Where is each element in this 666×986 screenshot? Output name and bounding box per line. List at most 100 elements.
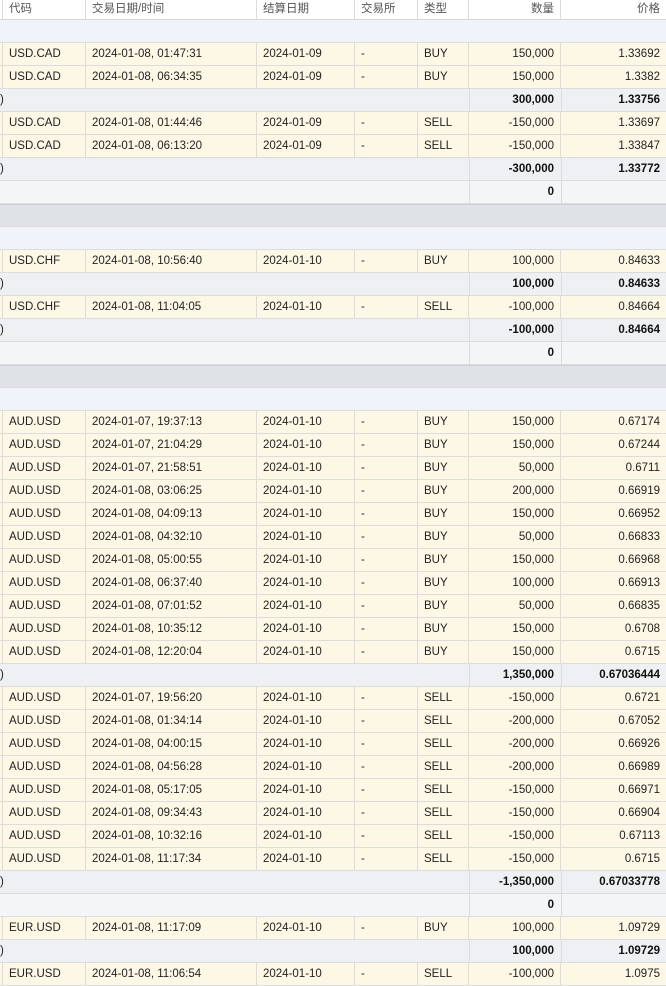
table-row[interactable]: AUD.USD 2024-01-08, 05:00:55 2024-01-10- BU… [0, 549, 666, 572]
symbol-cell[interactable]: AUD.USD [3, 733, 86, 755]
table-row[interactable]: USD.CAD 2024-01-08, 01:47:31 2024-01-09- BU… [0, 43, 666, 66]
subtotal-label: ) [0, 163, 4, 175]
price-cell: 1.0975 [624, 968, 660, 980]
symbol-cell[interactable]: AUD.USD [3, 848, 86, 870]
table-row[interactable]: USD.CAD 2024-01-08, 06:34:35 2024-01-09- BU… [0, 66, 666, 89]
table-row[interactable]: USD.CAD 2024-01-08, 06:13:20 2024-01-09- SE… [0, 135, 666, 158]
header-type[interactable]: 类型 [418, 0, 469, 19]
table-row[interactable]: USD.CAD 2024-01-08, 01:44:46 2024-01-09- SE… [0, 112, 666, 135]
symbol-cell[interactable]: AUD.USD [3, 480, 86, 502]
symbol-cell[interactable]: AUD.USD [3, 411, 86, 433]
header-settle-date[interactable]: 结算日期 [257, 0, 355, 19]
datetime-cell: 2024-01-08, 01:44:46 [86, 112, 257, 134]
subtotal-quantity: -100,000 [469, 319, 561, 341]
row-edge [0, 434, 3, 456]
header-symbol[interactable]: 代码 [3, 0, 86, 19]
table-row[interactable]: AUD.USD 2024-01-07, 19:37:13 2024-01-10- BU… [0, 411, 666, 434]
table-row[interactable]: AUD.USD 2024-01-08, 11:17:34 2024-01-10- SE… [0, 848, 666, 871]
table-row[interactable]: AUD.USD 2024-01-08, 03:06:25 2024-01-10- BU… [0, 480, 666, 503]
subtotal-quantity: 1,350,000 [469, 664, 561, 686]
symbol-cell[interactable]: AUD.USD [3, 503, 86, 525]
symbol-cell[interactable]: AUD.USD [3, 779, 86, 801]
price-cell: 0.84633 [618, 255, 660, 267]
header-price[interactable]: 价格 [637, 3, 660, 15]
type-cell: SELL [418, 687, 469, 709]
symbol-cell[interactable]: AUD.USD [3, 457, 86, 479]
group-header-row[interactable] [0, 227, 666, 250]
header-datetime[interactable]: 交易日期/时间 [86, 0, 257, 19]
table-row[interactable]: AUD.USD 2024-01-07, 21:58:51 2024-01-10- BU… [0, 457, 666, 480]
table-row[interactable]: AUD.USD 2024-01-08, 04:00:15 2024-01-10- SE… [0, 733, 666, 756]
table-row[interactable]: AUD.USD 2024-01-08, 04:56:28 2024-01-10- SE… [0, 756, 666, 779]
table-row[interactable]: AUD.USD 2024-01-08, 12:20:04 2024-01-10- BU… [0, 641, 666, 664]
table-row[interactable]: AUD.USD 2024-01-07, 19:56:20 2024-01-10- SE… [0, 687, 666, 710]
subtotal-quantity: 100,000 [469, 940, 561, 962]
settle-date-cell: 2024-01-10 [257, 963, 355, 985]
quantity-cell: -150,000 [469, 687, 561, 709]
symbol-cell[interactable]: AUD.USD [3, 641, 86, 663]
table-row[interactable]: AUD.USD 2024-01-08, 10:32:16 2024-01-10- SE… [0, 825, 666, 848]
symbol-cell[interactable]: AUD.USD [3, 710, 86, 732]
symbol-cell[interactable]: AUD.USD [3, 618, 86, 640]
symbol-cell[interactable]: USD.CHF [3, 250, 86, 272]
symbol-cell[interactable]: AUD.USD [3, 549, 86, 571]
table-row[interactable]: AUD.USD 2024-01-08, 04:32:10 2024-01-10- BU… [0, 526, 666, 549]
symbol-cell[interactable]: USD.CHF [3, 296, 86, 318]
exchange-cell: - [355, 434, 418, 456]
exchange-cell: - [355, 296, 418, 318]
subtotal-row: ) 100,000 0.84633 [0, 273, 666, 296]
type-cell: SELL [418, 733, 469, 755]
settle-date-cell: 2024-01-09 [257, 112, 355, 134]
quantity-cell: 50,000 [469, 457, 561, 479]
table-row[interactable]: AUD.USD 2024-01-08, 01:34:14 2024-01-10- SE… [0, 710, 666, 733]
price-cell: 0.66952 [618, 508, 660, 520]
table-header: 代码 交易日期/时间 结算日期 交易所 类型 数量 价格 [0, 0, 666, 20]
subtotal-row: ) 300,000 1.33756 [0, 89, 666, 112]
subtotal-row: ) 1,350,000 0.67036444 [0, 664, 666, 687]
table-row[interactable]: AUD.USD 2024-01-08, 09:34:43 2024-01-10- SE… [0, 802, 666, 825]
symbol-cell[interactable]: AUD.USD [3, 825, 86, 847]
header-exchange[interactable]: 交易所 [355, 0, 418, 19]
price-cell: 0.66835 [618, 600, 660, 612]
datetime-cell: 2024-01-08, 12:20:04 [86, 641, 257, 663]
row-edge [0, 733, 3, 755]
price-cell: 0.84664 [618, 301, 660, 313]
symbol-cell[interactable]: AUD.USD [3, 434, 86, 456]
table-row[interactable]: AUD.USD 2024-01-08, 07:01:52 2024-01-10- BU… [0, 595, 666, 618]
symbol-cell[interactable]: AUD.USD [3, 756, 86, 778]
table-row[interactable]: EUR.USD 2024-01-08, 11:06:54 2024-01-10- SE… [0, 963, 666, 986]
price-cell: 0.66989 [618, 761, 660, 773]
exchange-cell: - [355, 779, 418, 801]
table-row[interactable]: EUR.USD 2024-01-08, 11:17:09 2024-01-10- BU… [0, 917, 666, 940]
subtotal-label: ) [0, 324, 4, 336]
table-row[interactable]: USD.CHF 2024-01-08, 10:56:40 2024-01-10- BU… [0, 250, 666, 273]
price-cell: 1.33692 [618, 48, 660, 60]
subtotal-label: ) [0, 876, 4, 888]
price-cell: 0.67113 [619, 830, 660, 842]
symbol-cell[interactable]: USD.CAD [3, 112, 86, 134]
symbol-cell[interactable]: AUD.USD [3, 526, 86, 548]
symbol-cell[interactable]: AUD.USD [3, 572, 86, 594]
symbol-cell[interactable]: EUR.USD [3, 963, 86, 985]
type-cell: SELL [418, 296, 469, 318]
table-row[interactable]: AUD.USD 2024-01-07, 21:04:29 2024-01-10- BU… [0, 434, 666, 457]
symbol-cell[interactable]: AUD.USD [3, 802, 86, 824]
header-quantity[interactable]: 数量 [469, 0, 561, 19]
symbol-cell[interactable]: AUD.USD [3, 595, 86, 617]
table-row[interactable]: AUD.USD 2024-01-08, 04:09:13 2024-01-10- BU… [0, 503, 666, 526]
symbol-cell[interactable]: AUD.USD [3, 687, 86, 709]
symbol-cell[interactable]: USD.CAD [3, 66, 86, 88]
group-header-row[interactable] [0, 388, 666, 411]
row-edge [0, 802, 3, 824]
symbol-cell[interactable]: USD.CAD [3, 135, 86, 157]
row-edge [0, 457, 3, 479]
settle-date-cell: 2024-01-10 [257, 457, 355, 479]
symbol-cell[interactable]: USD.CAD [3, 43, 86, 65]
table-row[interactable]: AUD.USD 2024-01-08, 10:35:12 2024-01-10- BU… [0, 618, 666, 641]
table-row[interactable]: AUD.USD 2024-01-08, 06:37:40 2024-01-10- BU… [0, 572, 666, 595]
group-header-row[interactable] [0, 20, 666, 43]
table-row[interactable]: USD.CHF 2024-01-08, 11:04:05 2024-01-10- SE… [0, 296, 666, 319]
table-row[interactable]: AUD.USD 2024-01-08, 05:17:05 2024-01-10- SE… [0, 779, 666, 802]
symbol-cell[interactable]: EUR.USD [3, 917, 86, 939]
